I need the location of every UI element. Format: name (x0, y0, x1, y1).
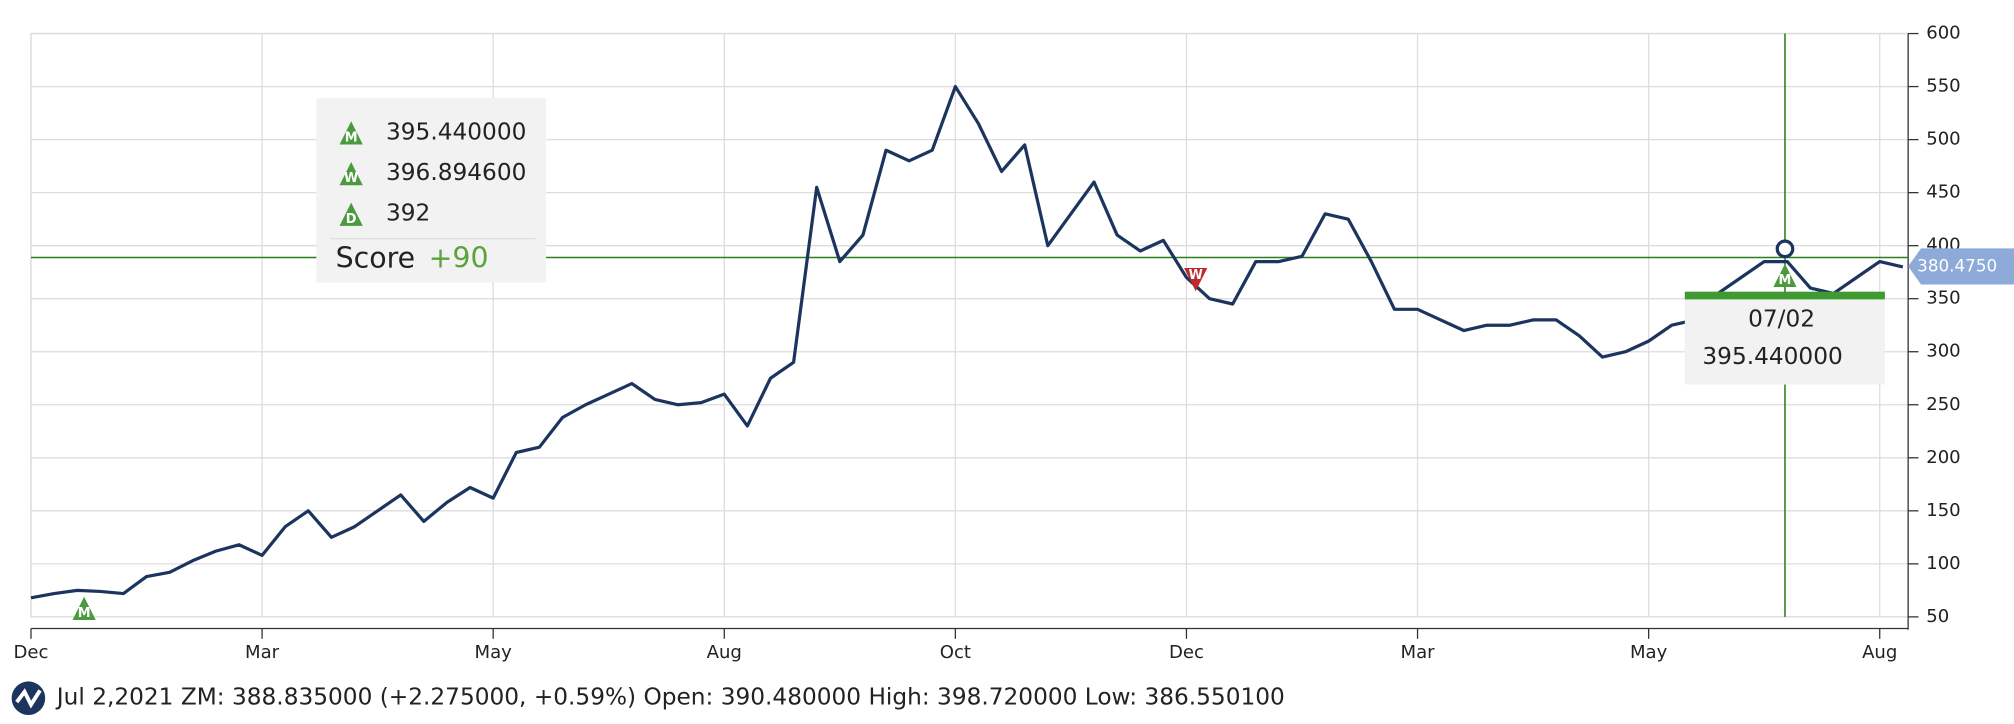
tooltip-date: 07/02 (1748, 306, 1815, 333)
logo-mark (15, 688, 42, 709)
legend-icon-letter: M (345, 131, 358, 146)
y-tick-label: 300 (1926, 341, 1960, 362)
plot-frame (30, 32, 1909, 618)
x-tick-label: Dec (1169, 642, 1204, 663)
y-tick-label: 250 (1926, 394, 1960, 415)
signal: M (1773, 263, 1797, 288)
legend-value: 395.440000 (386, 118, 526, 145)
legend-value: 392 (386, 200, 430, 227)
legend-icon (339, 161, 363, 186)
price-tag-label: 380.4750 (1917, 255, 1997, 275)
signal: W (1184, 267, 1208, 292)
y-tick-label: 450 (1926, 182, 1960, 203)
price-line (30, 84, 1904, 600)
x-tick-label: Mar (245, 642, 280, 663)
signal-icon (1773, 263, 1797, 287)
signal-icon (1184, 267, 1208, 292)
legend-icon (339, 202, 363, 226)
legend-icon (339, 121, 363, 145)
x-tick-label: May (1630, 642, 1668, 663)
x-tick-label: Dec (14, 642, 49, 663)
x-tick-label: Aug (707, 642, 742, 663)
tooltip-value: 395.440000 (1702, 343, 1842, 370)
y-tick-label: 550 (1926, 76, 1960, 97)
crosshair-point (1775, 239, 1795, 259)
score-label: Score (336, 241, 415, 274)
signal-icon-letter: W (1189, 268, 1203, 283)
signal-icon-letter: M (78, 606, 91, 621)
x-tick-label: May (474, 642, 512, 663)
x-tick-label: Oct (940, 642, 971, 663)
tooltip-box (1684, 295, 1885, 385)
footer-info: Jul 2,2021 ZM: 388.835000 (+2.275000, +0… (55, 684, 1285, 711)
y-tick-label: 500 (1926, 129, 1960, 150)
y-tick-label: 350 (1926, 288, 1960, 309)
legend-icon-letter: D (346, 212, 357, 227)
signal: M (72, 596, 96, 621)
score-value: +90 (429, 241, 489, 274)
x-tick-label: Aug (1862, 642, 1897, 663)
y-tick-label: 50 (1926, 606, 1949, 627)
tooltip-bar (1684, 291, 1885, 300)
signal-icon-letter: M (1779, 273, 1792, 288)
signal-icon (72, 596, 96, 621)
x-tick-label: Mar (1400, 642, 1435, 663)
y-tick-label: 200 (1926, 447, 1960, 468)
y-tick-label: 150 (1926, 500, 1960, 521)
legend-value: 396.894600 (386, 159, 526, 186)
y-tick-label: 600 (1926, 23, 1960, 44)
legend-icon-letter: W (344, 171, 358, 186)
price-tag (1908, 248, 2014, 285)
y-tick-label: 100 (1926, 553, 1960, 574)
